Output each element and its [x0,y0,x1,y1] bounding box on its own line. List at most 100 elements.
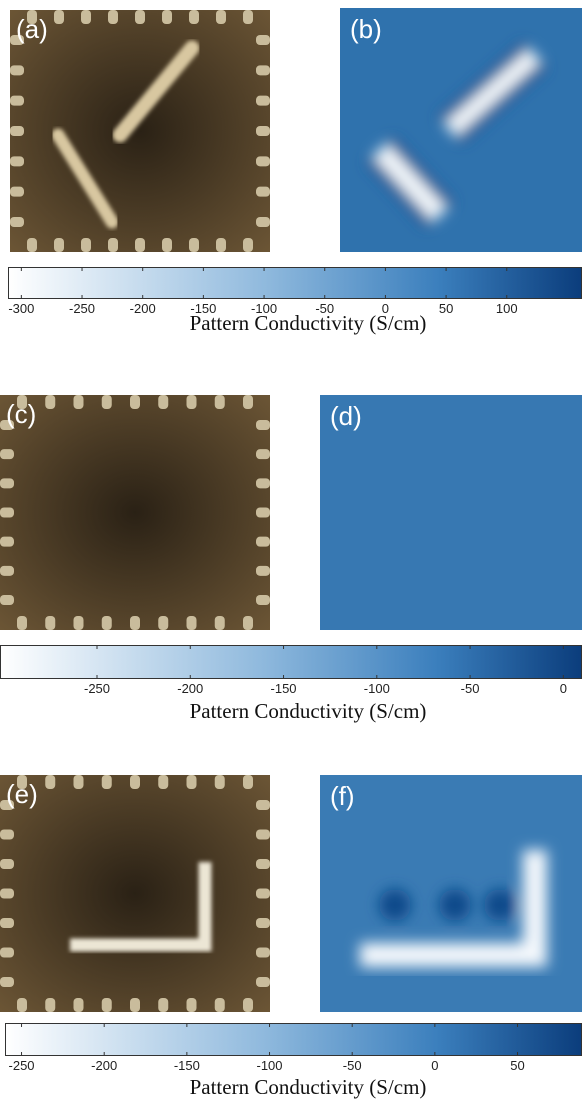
pad [102,775,112,789]
pad [130,775,140,789]
tick-label: 0 [560,681,567,696]
pad [189,10,199,24]
tick-label: -300 [8,301,34,316]
pad [158,998,168,1012]
pad [0,595,14,605]
pad [10,217,24,227]
pad [256,449,270,459]
pad [102,998,112,1012]
pad [215,395,225,409]
pad [0,889,14,899]
pad [256,595,270,605]
pad [256,948,270,958]
pad [0,449,14,459]
colorbar-label: Pattern Conductivity (S/cm) [190,311,427,335]
pad [74,775,84,789]
pad [0,918,14,928]
pad [10,156,24,166]
pad [256,478,270,488]
tick-label: -150 [271,681,297,696]
photo [0,775,270,1012]
pad [256,156,270,166]
pad [256,35,270,45]
pad [0,859,14,869]
pad [10,65,24,75]
pad [256,830,270,840]
pad [74,616,84,630]
pad [243,10,253,24]
pad [256,187,270,197]
pad [17,998,27,1012]
pad [102,395,112,409]
tick-label: -250 [69,301,95,316]
pad [256,859,270,869]
pad [215,775,225,789]
tick-label: -100 [257,1058,283,1073]
pad [216,238,226,252]
panels [0,8,582,1012]
pad [256,65,270,75]
photo [10,10,270,252]
pad [54,10,64,24]
pad [10,187,24,197]
pad [108,238,118,252]
pad [256,537,270,547]
pad [243,998,253,1012]
tick-label: -50 [461,681,480,696]
pad [45,775,55,789]
pad [187,616,197,630]
pad [256,566,270,576]
tick-label: -250 [9,1058,35,1073]
pad [215,616,225,630]
pad [158,775,168,789]
colorbar-label: Pattern Conductivity (S/cm) [190,1075,427,1099]
pad [189,238,199,252]
panel-label: (e) [6,779,38,809]
tick-label: -100 [364,681,390,696]
pad [256,889,270,899]
pad [102,616,112,630]
pad [10,96,24,106]
tick-label: -50 [343,1058,362,1073]
pad [0,508,14,518]
pad [74,395,84,409]
panel-label: (a) [16,14,48,44]
pad [45,616,55,630]
pad [187,998,197,1012]
pad [0,830,14,840]
pad [0,977,14,987]
panel-label: (b) [350,14,382,44]
panel-label: (c) [6,399,36,429]
pad [130,395,140,409]
tick-label: -200 [91,1058,117,1073]
pad [81,238,91,252]
pad [135,10,145,24]
pad [256,96,270,106]
pad [0,948,14,958]
pad [135,238,145,252]
tick-label: 0 [431,1058,438,1073]
pad [74,998,84,1012]
pad [81,10,91,24]
pad [162,10,172,24]
colorbar [1,646,582,679]
pad [256,977,270,987]
pad [0,566,14,576]
pad [130,998,140,1012]
pad [216,10,226,24]
tick-label: -200 [177,681,203,696]
pad [27,238,37,252]
pad [45,395,55,409]
pad [45,998,55,1012]
pad [243,775,253,789]
pad [17,616,27,630]
pad [215,998,225,1012]
pad [10,126,24,136]
pad [256,217,270,227]
colorbar [9,268,582,299]
pad [158,395,168,409]
pad [256,420,270,430]
tick-label: 50 [510,1058,524,1073]
pad [162,238,172,252]
colorbar-label: Pattern Conductivity (S/cm) [190,699,427,723]
